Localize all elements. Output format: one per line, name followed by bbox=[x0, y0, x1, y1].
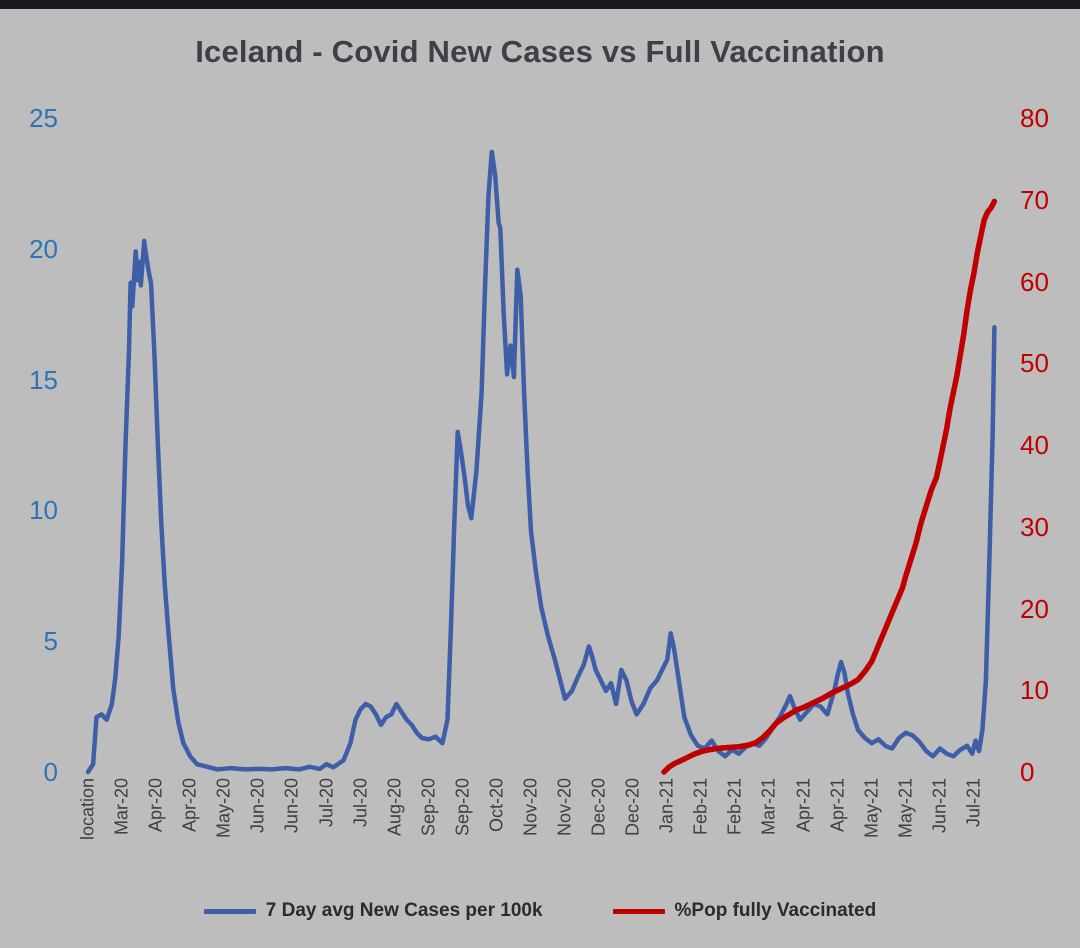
y-axis-right-tick-label: 30 bbox=[1020, 511, 1049, 542]
cases-line-swatch bbox=[203, 908, 256, 914]
x-axis-tick-label: Jul-20 bbox=[316, 778, 337, 828]
window-top-bar bbox=[0, 0, 1080, 9]
x-axis-tick-label: May-21 bbox=[895, 778, 916, 839]
y-axis-left-tick-label: 10 bbox=[29, 495, 58, 526]
y-axis-right-tick-label: 0 bbox=[1020, 757, 1035, 787]
x-axis-tick-label: Apr-20 bbox=[145, 778, 166, 833]
x-axis-tick-label: Sep-20 bbox=[418, 778, 439, 837]
x-axis-tick-label: Mar-20 bbox=[111, 778, 132, 836]
y-axis-right-tick-label: 70 bbox=[1020, 184, 1049, 215]
x-axis-tick-label: Sep-20 bbox=[452, 778, 473, 837]
x-axis-tick-label: Dec-20 bbox=[622, 778, 643, 837]
y-axis-right-tick-label: 20 bbox=[1020, 593, 1049, 624]
x-axis-tick-label: May-21 bbox=[861, 778, 882, 839]
x-axis-tick-label: Dec-20 bbox=[588, 778, 609, 837]
x-axis-tick-label: Jun-21 bbox=[929, 778, 950, 834]
y-axis-left-tick-label: 15 bbox=[29, 364, 58, 395]
y-axis-right-tick-label: 10 bbox=[1020, 675, 1049, 706]
x-axis-tick-label: Jun-20 bbox=[281, 778, 302, 834]
x-axis-tick-label: Oct-20 bbox=[486, 778, 507, 833]
x-axis-tick-label: Apr-21 bbox=[827, 778, 848, 833]
y-axis-right-tick-label: 80 bbox=[1020, 103, 1049, 133]
x-axis-tick-label: Jun-20 bbox=[247, 778, 268, 834]
y-axis-left-tick-label: 25 bbox=[29, 103, 58, 133]
x-axis-tick-label: May-20 bbox=[213, 778, 234, 839]
legend-item-vaccinated: %Pop fully Vaccinated bbox=[612, 900, 877, 922]
x-axis-tick-label: Jul-20 bbox=[350, 778, 371, 828]
x-axis-tick-label: Feb-21 bbox=[690, 778, 711, 836]
x-axis-tick-label: Feb-21 bbox=[724, 778, 745, 836]
x-axis-tick-label: Aug-20 bbox=[384, 778, 405, 837]
y-axis-right-tick-label: 60 bbox=[1020, 266, 1049, 297]
legend: 7 Day avg New Cases per 100k %Pop fully … bbox=[0, 900, 1080, 922]
x-axis-tick-label: Nov-20 bbox=[520, 778, 541, 837]
x-axis-tick-label: Mar-21 bbox=[758, 778, 779, 836]
y-axis-left-tick-label: 20 bbox=[29, 233, 58, 264]
vaccinated-line-swatch bbox=[612, 908, 665, 914]
chart-title: Iceland - Covid New Cases vs Full Vaccin… bbox=[195, 34, 885, 69]
cases-line-series bbox=[85, 149, 997, 775]
legend-label-vaccinated: %Pop fully Vaccinated bbox=[674, 900, 877, 921]
legend-item-cases: 7 Day avg New Cases per 100k bbox=[203, 900, 543, 922]
x-axis-tick-label: Apr-20 bbox=[179, 778, 200, 833]
vaccination-line-series bbox=[661, 198, 998, 775]
x-axis-tick-label: location bbox=[77, 778, 98, 841]
y-axis-right-tick-label: 40 bbox=[1020, 430, 1049, 460]
x-axis-tick-label: Jan-21 bbox=[656, 778, 677, 834]
y-axis-left-tick-label: 0 bbox=[43, 757, 58, 787]
x-axis-tick-label: Jul-21 bbox=[963, 778, 984, 828]
y-axis-left-tick-label: 5 bbox=[43, 626, 58, 657]
legend-label-cases: 7 Day avg New Cases per 100k bbox=[265, 900, 543, 921]
y-axis-right-tick-label: 50 bbox=[1020, 348, 1049, 379]
x-axis-tick-label: Nov-20 bbox=[554, 778, 575, 837]
x-axis-tick-label: Apr-21 bbox=[793, 778, 814, 833]
